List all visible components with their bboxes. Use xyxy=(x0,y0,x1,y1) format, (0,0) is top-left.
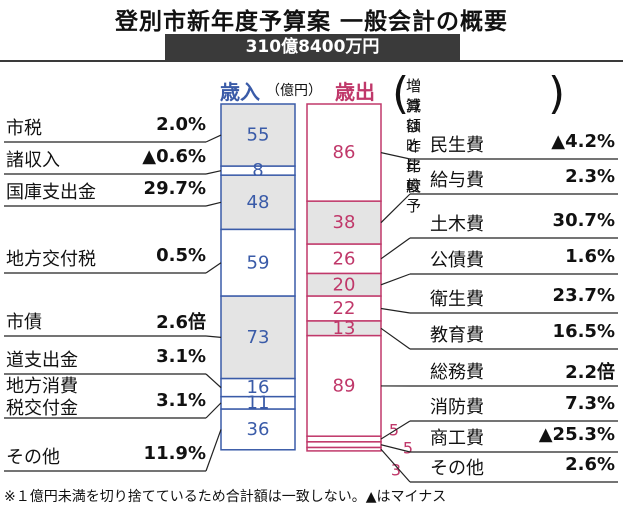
revenue-leader-line xyxy=(205,335,222,338)
revenue-category-label: 諸収入 xyxy=(6,150,60,171)
unit-label: （億円） xyxy=(266,83,322,99)
expenditure-bar-segment xyxy=(306,200,382,245)
revenue-value-label: 55 xyxy=(247,125,270,146)
expenditure-value-label: 5 xyxy=(389,421,399,440)
expenditure-value-label: 86 xyxy=(333,142,356,163)
revenue-leader-line xyxy=(205,170,222,175)
expenditure-value-label: 22 xyxy=(333,298,356,319)
expenditure-category-label: 教育費 xyxy=(430,325,484,346)
expenditure-value-label: 13 xyxy=(333,318,356,339)
revenue-change-value: 29.7% xyxy=(143,178,206,199)
expenditure-leader-line xyxy=(380,420,411,440)
expenditure-category-label: 給与費 xyxy=(430,170,484,191)
total-amount-banner: 310億8400万円 xyxy=(165,34,460,60)
revenue-value-label: 36 xyxy=(247,419,270,440)
chart-title: 登別市新年度予算案 一般会計の概要 xyxy=(114,9,508,35)
revenue-value-label: 16 xyxy=(247,377,270,398)
revenue-leader-line xyxy=(205,134,222,143)
revenue-change-value: 3.1% xyxy=(156,390,206,411)
revenue-header: 歳入 xyxy=(220,80,260,104)
expenditure-value-label: 3 xyxy=(391,461,401,480)
revenue-bar-segment xyxy=(220,174,296,231)
revenue-category-label: 国庫支出金 xyxy=(6,182,96,203)
revenue-leader-line xyxy=(205,402,222,419)
expenditure-leader-line xyxy=(380,307,411,314)
revenue-leader-line xyxy=(205,262,222,274)
expenditure-change-value: 2.3% xyxy=(565,166,615,187)
revenue-bar-segment xyxy=(220,228,296,297)
expenditure-leader-line xyxy=(380,152,411,160)
expenditure-change-value: 23.7% xyxy=(552,285,615,306)
expenditure-category-label: 土木費 xyxy=(430,214,484,235)
expenditure-category-label: 衛生費 xyxy=(430,289,484,310)
note-close-paren: ) xyxy=(548,68,566,119)
expenditure-category-label: 商工費 xyxy=(430,428,484,449)
expenditure-value-label: 5 xyxy=(403,439,413,458)
expenditure-leader-line xyxy=(380,327,411,350)
comparison-note-line2: 算額と比較 xyxy=(406,97,422,195)
expenditure-change-value: 7.3% xyxy=(565,393,615,414)
expenditure-leader-line xyxy=(380,237,411,260)
expenditure-change-value: 2.2倍 xyxy=(565,362,615,383)
expenditure-value-label: 20 xyxy=(333,274,356,295)
expenditure-change-value: 30.7% xyxy=(552,210,615,231)
expenditure-leader-line xyxy=(380,273,411,286)
footnote: ※１億円未満を切り捨てているため合計額は一致しない。▲はマイナス xyxy=(4,489,447,505)
revenue-change-value: 11.9% xyxy=(143,443,206,464)
revenue-change-value: ▲0.6% xyxy=(142,146,206,167)
revenue-category-label: その他 xyxy=(6,447,60,468)
expenditure-change-value: 2.6% xyxy=(565,454,615,475)
revenue-category-label: 税交付金 xyxy=(6,398,78,419)
expenditure-change-value: ▲4.2% xyxy=(551,131,615,152)
revenue-bar-segment xyxy=(220,408,296,451)
revenue-value-label: 73 xyxy=(247,327,270,348)
expenditure-category-label: 民生費 xyxy=(430,135,484,156)
expenditure-category-label: 公債費 xyxy=(430,250,484,271)
revenue-leader-line xyxy=(205,429,222,472)
revenue-leader-line xyxy=(205,373,222,389)
revenue-value-label: 11 xyxy=(247,392,270,413)
expenditure-header: 歳出 xyxy=(335,80,375,104)
expenditure-value-label: 26 xyxy=(333,248,356,269)
revenue-value-label: 59 xyxy=(247,252,270,273)
revenue-bar-segment xyxy=(220,103,296,167)
expenditure-bar-segment xyxy=(306,441,382,449)
revenue-category-label: 道支出金 xyxy=(6,350,78,371)
revenue-bar-segment xyxy=(220,295,296,380)
revenue-category-label: 地方交付税 xyxy=(6,249,96,270)
expenditure-value-label: 89 xyxy=(333,375,356,396)
expenditure-value-label: 38 xyxy=(333,212,356,233)
expenditure-category-label: その他 xyxy=(430,458,484,479)
expenditure-bar-segment xyxy=(306,446,382,452)
revenue-value-label: 48 xyxy=(247,192,270,213)
revenue-category-label: 市税 xyxy=(6,118,42,139)
revenue-change-value: 3.1% xyxy=(156,346,206,367)
revenue-change-value: 0.5% xyxy=(156,245,206,266)
expenditure-leader-line xyxy=(380,448,411,483)
note-open-paren: ( xyxy=(392,68,410,119)
revenue-category-label: 市債 xyxy=(6,312,42,333)
revenue-leader-line xyxy=(205,201,222,207)
revenue-value-label: 8 xyxy=(252,160,263,181)
expenditure-leader-line xyxy=(380,193,411,224)
expenditure-change-value: ▲25.3% xyxy=(538,424,615,445)
expenditure-category-label: 消防費 xyxy=(430,397,484,418)
comparison-note-line1: 増減は昨年度予 xyxy=(406,77,422,215)
header-rule xyxy=(0,60,623,62)
expenditure-bar-segment xyxy=(306,435,382,443)
expenditure-leader-line xyxy=(380,444,411,453)
expenditure-change-value: 1.6% xyxy=(565,246,615,267)
revenue-change-value: 2.6倍 xyxy=(156,312,206,333)
expenditure-change-value: 16.5% xyxy=(552,321,615,342)
expenditure-category-label: 総務費 xyxy=(430,362,484,383)
revenue-change-value: 2.0% xyxy=(156,114,206,135)
revenue-category-label: 地方消費 xyxy=(6,376,78,397)
